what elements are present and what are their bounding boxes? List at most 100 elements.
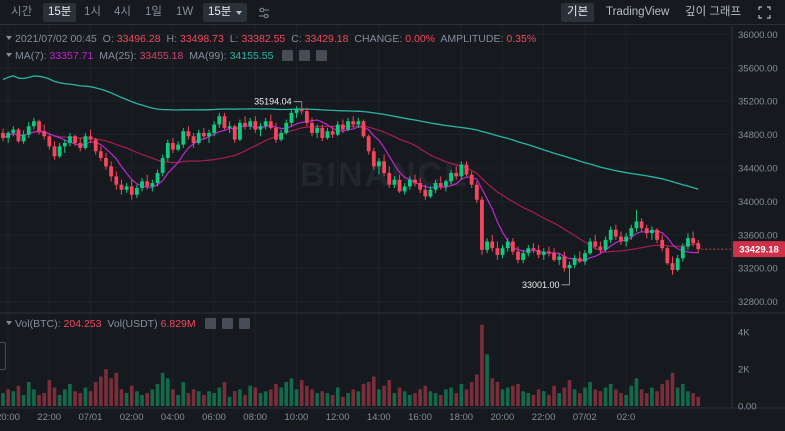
volume-bar xyxy=(274,383,278,406)
collapse-icon[interactable] xyxy=(6,321,12,325)
interval-1w[interactable]: 1W xyxy=(176,6,194,18)
ma99-line xyxy=(2,75,699,190)
volume-bar xyxy=(495,382,500,406)
settings-icon[interactable] xyxy=(299,50,311,61)
volume-bar xyxy=(351,389,355,406)
candle xyxy=(495,241,500,260)
candle xyxy=(181,127,186,148)
candle xyxy=(304,107,309,127)
volume-bar xyxy=(155,383,160,406)
volume-bar xyxy=(21,394,26,406)
candle-body xyxy=(516,251,520,260)
volume-bar xyxy=(109,378,113,406)
candle xyxy=(665,246,670,265)
interval-dropdown[interactable]: 15분 xyxy=(203,3,248,22)
volume-bar xyxy=(423,385,428,406)
chart-area[interactable]: 36000.00 35600.00 35200.00 34800.00 34400.00… xyxy=(0,26,785,426)
interval-time[interactable]: 시간 xyxy=(11,6,33,18)
candle xyxy=(552,248,556,262)
interval-4h[interactable]: 4시 xyxy=(114,6,131,18)
candle-body xyxy=(557,256,562,260)
candle-body xyxy=(629,228,634,237)
candle-body xyxy=(181,131,186,145)
candle xyxy=(315,124,320,138)
view-depth[interactable]: 깊이 그래프 xyxy=(685,6,742,18)
volume-bar xyxy=(186,393,191,406)
view-basic[interactable]: 기본 xyxy=(561,3,595,22)
candle xyxy=(428,186,433,199)
legend-open: 33496.28 xyxy=(116,33,161,45)
ma7-value: 33357.71 xyxy=(49,50,94,62)
candle xyxy=(577,251,582,264)
side-panel-toggle[interactable] xyxy=(0,342,6,370)
volume-bar xyxy=(377,389,381,406)
candle xyxy=(129,179,134,200)
fullscreen-icon[interactable] xyxy=(758,6,771,19)
visibility-icon[interactable] xyxy=(204,318,216,329)
time-tick-label: 22:00 xyxy=(532,412,556,423)
volume-bar xyxy=(454,393,458,406)
candle xyxy=(150,179,155,192)
candle-body xyxy=(583,253,587,262)
interval-15m[interactable]: 15분 xyxy=(43,3,77,22)
candle xyxy=(140,178,144,192)
volume-bar xyxy=(593,389,598,406)
volume-bar xyxy=(52,387,57,406)
ma25-line xyxy=(2,125,699,253)
volume-bar xyxy=(269,389,273,406)
volume-bar xyxy=(438,394,443,406)
close-icon[interactable] xyxy=(238,318,250,329)
candle xyxy=(37,119,41,135)
visibility-icon[interactable] xyxy=(282,50,294,61)
candle-body xyxy=(382,161,386,174)
indicator-settings-icon[interactable] xyxy=(257,6,271,20)
time-tick-label: 14:00 xyxy=(367,412,391,423)
interval-1h[interactable]: 1시 xyxy=(84,6,101,18)
candle-body xyxy=(335,124,340,135)
candle xyxy=(68,132,72,147)
close-icon[interactable] xyxy=(316,50,328,61)
volume-bar xyxy=(222,382,227,406)
candle-body xyxy=(274,127,278,140)
candle xyxy=(449,169,453,185)
candle xyxy=(485,238,489,254)
candle xyxy=(145,174,150,190)
candle-body xyxy=(88,136,93,140)
legend-low: 33382.55 xyxy=(241,33,286,45)
candle xyxy=(114,171,119,190)
settings-icon[interactable] xyxy=(221,318,233,329)
ma99-value: 34155.55 xyxy=(229,50,274,62)
interval-1d[interactable]: 1일 xyxy=(145,6,162,18)
volume-bar xyxy=(372,376,376,406)
volume-bar xyxy=(212,393,216,406)
current-price-label: 33429.18 xyxy=(739,245,779,256)
candle xyxy=(356,117,361,128)
volume-bar xyxy=(536,389,541,406)
time-tick-label: 07/01 xyxy=(79,412,103,423)
collapse-icon[interactable] xyxy=(6,36,12,40)
volume-bar xyxy=(47,380,52,406)
collapse-icon[interactable] xyxy=(6,53,12,57)
candle-body xyxy=(413,179,417,184)
candle xyxy=(691,231,695,247)
volume-bar xyxy=(490,378,495,406)
candle-body xyxy=(160,157,165,174)
candle-body xyxy=(62,142,67,147)
view-tradingview[interactable]: TradingView xyxy=(606,6,670,18)
candle-body xyxy=(650,229,654,234)
volume-bar xyxy=(511,385,515,406)
candle-body xyxy=(289,112,294,123)
candle-body xyxy=(258,126,263,130)
candle-body xyxy=(526,248,531,254)
candle-body xyxy=(686,238,690,247)
candlestick-chart[interactable]: 36000.00 35600.00 35200.00 34800.00 34400.00… xyxy=(0,26,785,426)
time-tick-label: 16:00 xyxy=(408,412,432,423)
candle xyxy=(402,183,407,195)
candle-body xyxy=(454,173,459,177)
candle xyxy=(289,109,294,127)
candle-body xyxy=(16,129,21,142)
candle xyxy=(490,234,495,252)
volume-bar xyxy=(408,394,412,406)
volume-tick-label: 2K xyxy=(738,365,750,376)
volume-bar xyxy=(480,324,484,406)
